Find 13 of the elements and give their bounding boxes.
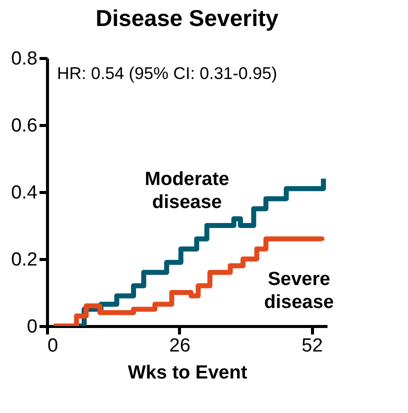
y-tick-label: 0.6 xyxy=(11,116,38,136)
series-label: Moderate disease xyxy=(144,169,230,213)
y-tick-label: 0 xyxy=(26,316,38,338)
y-tick-label: 0.2 xyxy=(11,250,38,270)
y-tick-label: 0.8 xyxy=(11,48,38,70)
chart-title: Disease Severity xyxy=(96,5,279,31)
y-tick-label: 0.4 xyxy=(11,182,38,204)
x-tick-label: 52 xyxy=(302,336,323,356)
x-tick-label: 0 xyxy=(48,336,58,356)
annotation: HR: 0.54 (95% CI: 0.31-0.95) xyxy=(57,64,278,83)
series-label: Severe disease xyxy=(264,269,334,313)
x-axis-title: Wks to Event xyxy=(128,362,248,384)
x-tick-label: 26 xyxy=(169,336,190,356)
